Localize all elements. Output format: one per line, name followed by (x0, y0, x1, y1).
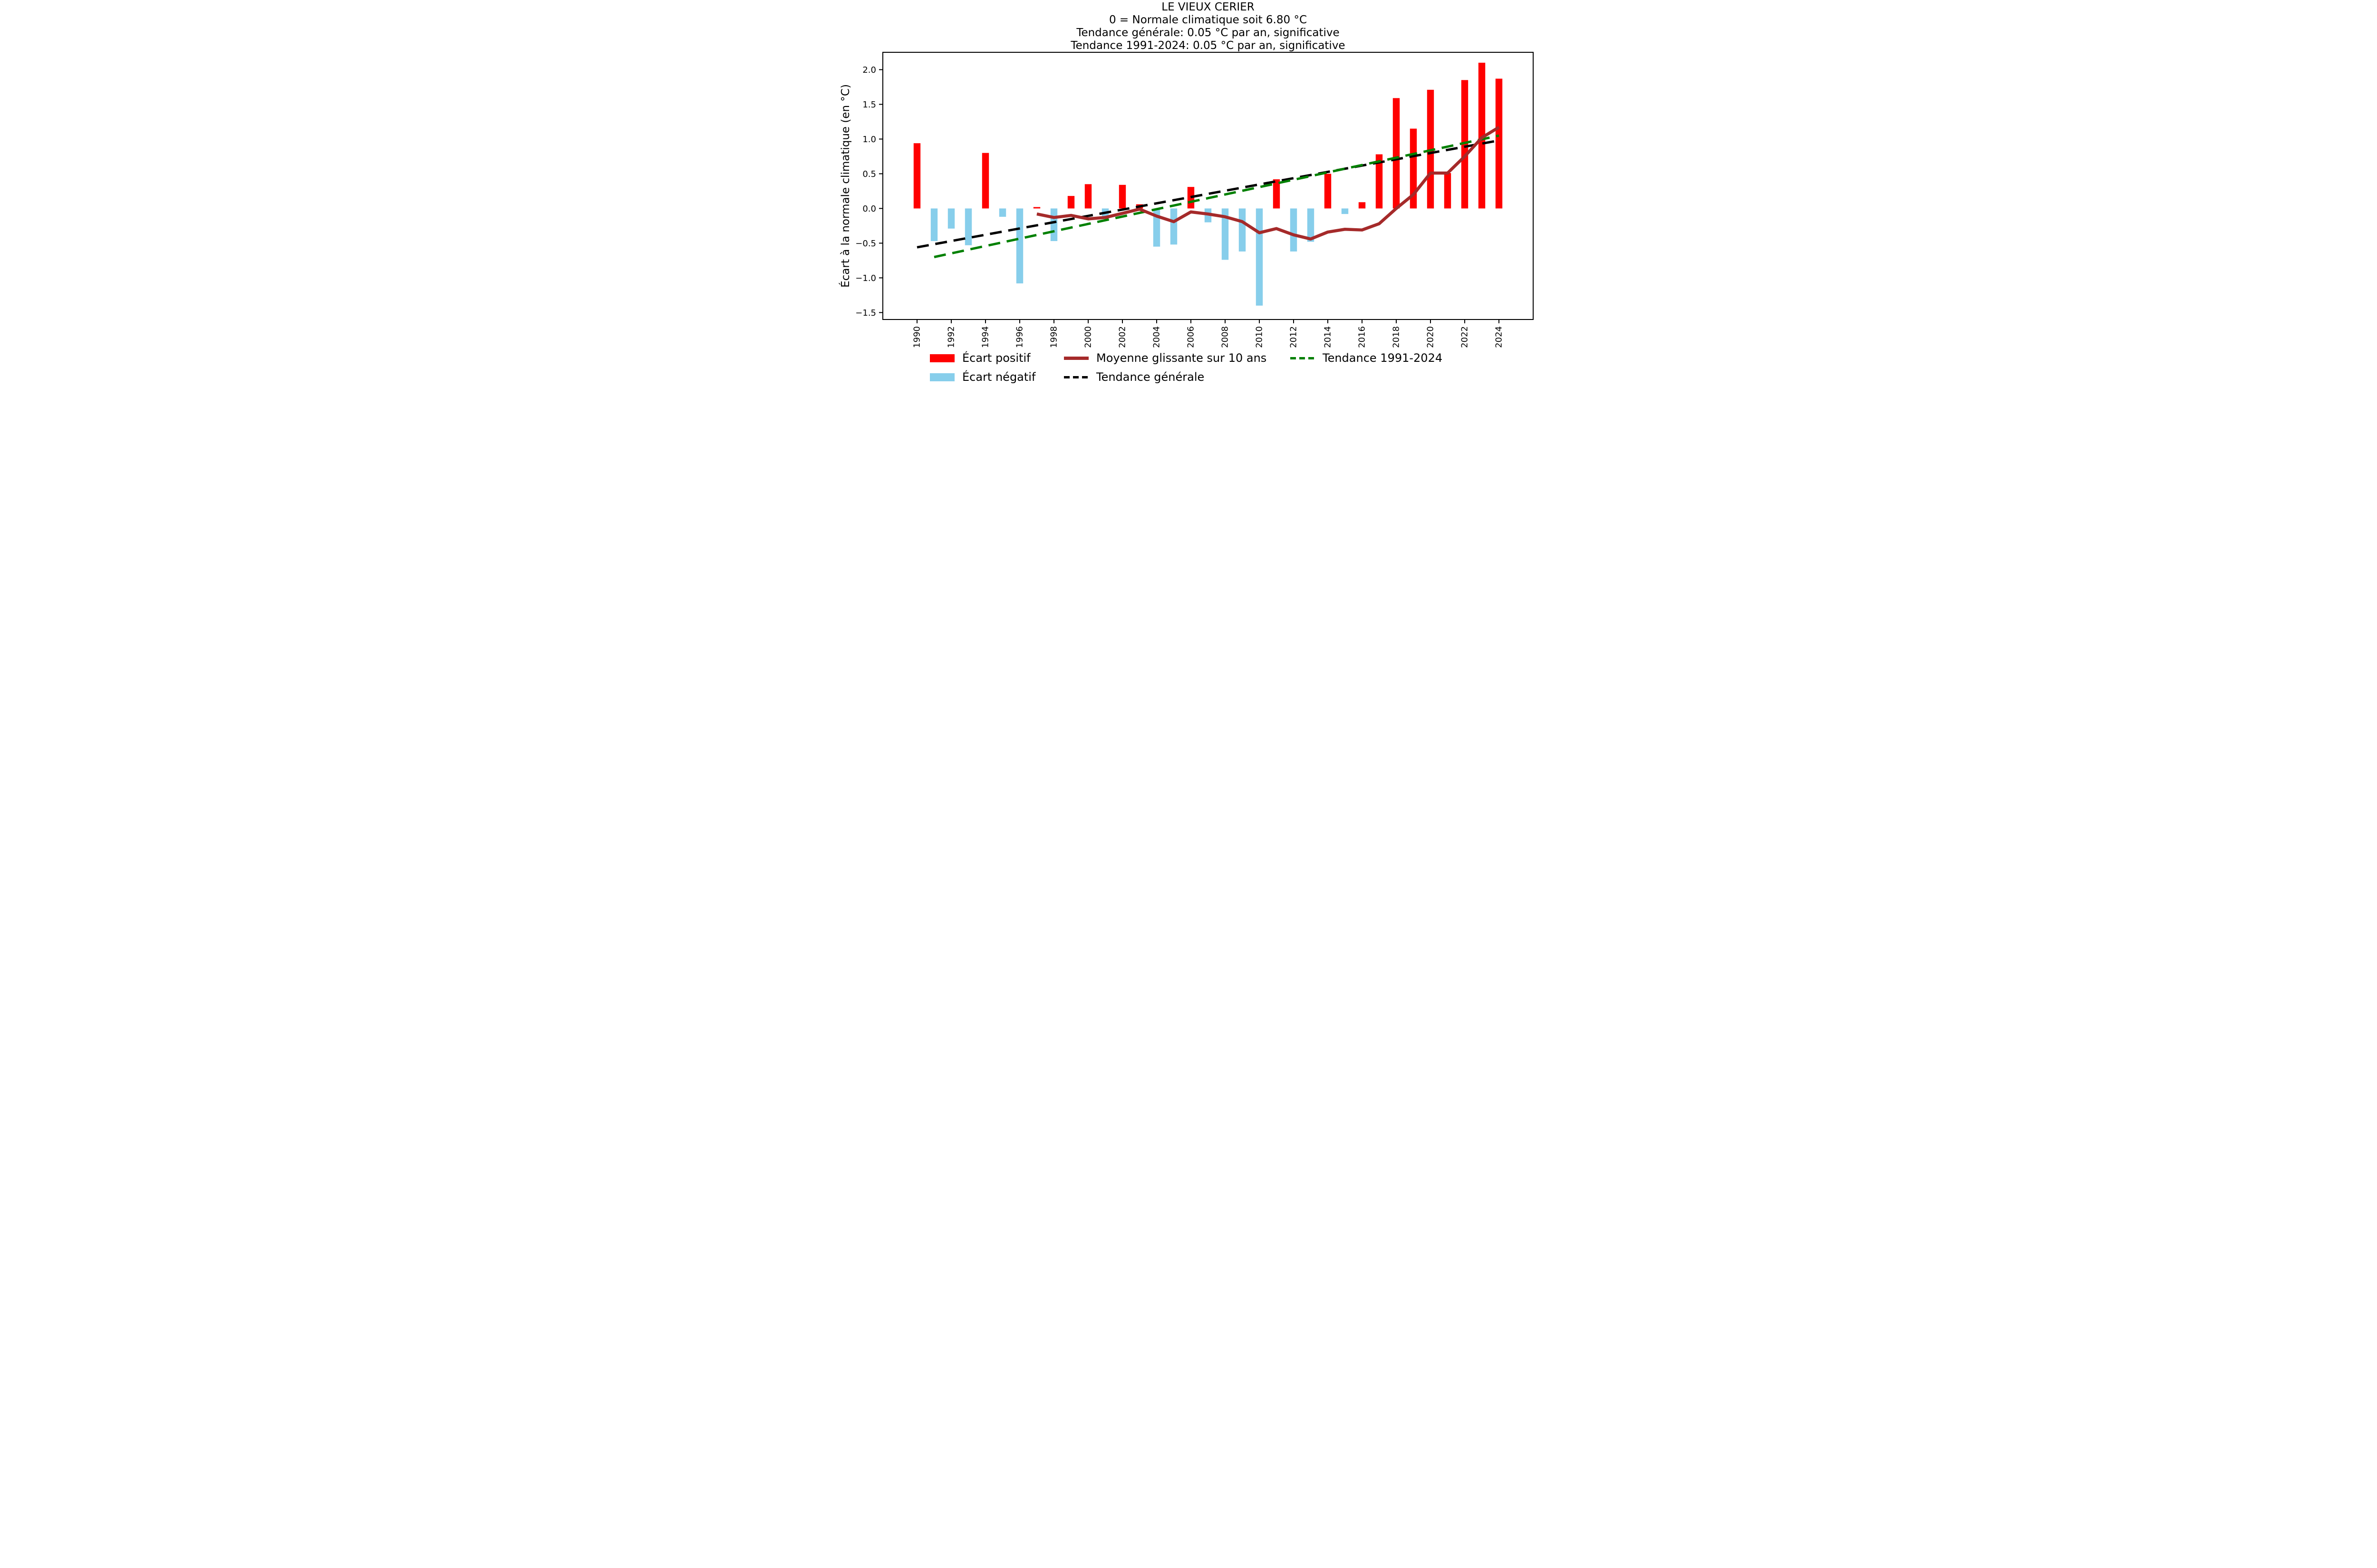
x-tick-label-2014: 2014 (1323, 326, 1333, 348)
bar-2011 (1273, 179, 1280, 209)
x-tick-label-2022: 2022 (1460, 326, 1470, 348)
legend-label-negative: Écart négatif (962, 370, 1036, 384)
moving-average-line (1036, 126, 1500, 241)
bar-2008 (1221, 208, 1229, 260)
bar-2005 (1170, 208, 1178, 245)
bar-2023 (1478, 62, 1486, 209)
x-tick-label-2024: 2024 (1494, 326, 1504, 348)
x-tick-label-1996: 1996 (1015, 326, 1025, 348)
bar-2010 (1256, 208, 1263, 306)
x-tick-label-2006: 2006 (1186, 326, 1196, 348)
y-tick-label-0.0: 0.0 (862, 204, 876, 214)
bar-1993 (965, 208, 972, 245)
bar-2024 (1495, 78, 1503, 209)
y-tick-label-0.5: 0.5 (862, 169, 876, 179)
bar-2016 (1358, 202, 1366, 209)
chart-subtitle-trend-general: Tendance générale: 0.05 °C par an, signi… (1076, 27, 1340, 39)
legend-item-moving-average: Moyenne glissante sur 10 ans (1064, 351, 1266, 365)
trend-general-swatch (1064, 376, 1089, 378)
x-tick-label-2012: 2012 (1289, 326, 1299, 348)
bar-2000 (1084, 184, 1092, 209)
legend-item-negative: Écart négatif (930, 370, 1035, 384)
figure: LE VIEUX CERIER 0 = Normale climatique s… (835, 0, 1542, 392)
bar-2013 (1307, 208, 1314, 242)
x-tick-label-1998: 1998 (1049, 326, 1059, 348)
bar-1995 (999, 208, 1006, 217)
bar-2022 (1461, 80, 1469, 209)
chart-subtitle-normale: 0 = Normale climatique soit 6.80 °C (1109, 14, 1307, 26)
trend-general-line (917, 139, 1499, 249)
chart-title-block: LE VIEUX CERIER 0 = Normale climatique s… (883, 1, 1533, 52)
y-tick-label-1.0: 1.0 (862, 135, 876, 145)
axes-spines (882, 52, 1534, 320)
moving-average-swatch (1064, 356, 1089, 360)
bar-1992 (947, 208, 955, 229)
bar-2017 (1375, 154, 1383, 209)
x-tick-label-2000: 2000 (1083, 326, 1093, 348)
legend-item-trend-general: Tendance générale (1064, 370, 1204, 384)
chart-subtitle-trend-recent: Tendance 1991-2024: 0.05 °C par an, sign… (1071, 39, 1345, 52)
legend-item-trend-recent: Tendance 1991-2024 (1290, 351, 1442, 365)
legend-label-trend-recent: Tendance 1991-2024 (1323, 351, 1443, 365)
positive-bar-swatch (930, 354, 955, 362)
bar-2012 (1290, 208, 1297, 252)
bar-2021 (1444, 173, 1451, 209)
legend-label-moving-average: Moyenne glissante sur 10 ans (1096, 351, 1267, 365)
y-tick-label-−1.5: −1.5 (855, 308, 876, 318)
legend-label-trend-general: Tendance générale (1096, 370, 1205, 384)
legend-label-positive: Écart positif (962, 351, 1031, 365)
bar-2009 (1238, 208, 1246, 252)
bar-2002 (1119, 184, 1126, 209)
x-tick-label-2004: 2004 (1152, 326, 1162, 348)
y-tick-label-−0.5: −0.5 (855, 239, 876, 249)
x-tick-label-2010: 2010 (1255, 326, 1265, 348)
x-tick-label-2002: 2002 (1118, 326, 1128, 348)
trend-recent-swatch (1290, 357, 1315, 359)
bar-2019 (1410, 128, 1417, 209)
bar-1998 (1050, 208, 1058, 242)
bar-1990 (913, 143, 921, 209)
bar-1996 (1016, 208, 1024, 284)
bar-1991 (930, 208, 938, 242)
chart-title: LE VIEUX CERIER (1161, 1, 1255, 13)
x-tick-label-1994: 1994 (981, 326, 991, 348)
bar-2014 (1324, 174, 1332, 209)
negative-bar-swatch (930, 373, 955, 381)
y-tick-label-1.5: 1.5 (862, 100, 876, 110)
x-tick-label-2008: 2008 (1220, 326, 1230, 348)
x-tick-label-2016: 2016 (1357, 326, 1367, 348)
bar-1999 (1067, 196, 1075, 209)
x-tick-label-2020: 2020 (1426, 326, 1436, 348)
x-tick-label-1990: 1990 (912, 326, 922, 348)
x-tick-label-2018: 2018 (1391, 326, 1401, 348)
legend-item-positive: Écart positif (930, 351, 1031, 365)
y-tick-label-−1.0: −1.0 (855, 273, 876, 283)
bar-2015 (1341, 208, 1349, 214)
y-axis-title: Écart à la normale climatique (en °C) (839, 84, 852, 288)
bar-1997 (1033, 207, 1041, 209)
bar-2018 (1392, 98, 1400, 209)
x-tick-label-1992: 1992 (947, 326, 957, 348)
bar-1994 (982, 153, 989, 209)
y-tick-label-2.0: 2.0 (862, 65, 876, 75)
chart-canvas: 2.0 1.5 1.0 0.5 0.0 −0.5 −1.0 −1.5 1990 1992 1994 1… (839, 52, 1534, 348)
trend-recent-line (934, 134, 1499, 259)
